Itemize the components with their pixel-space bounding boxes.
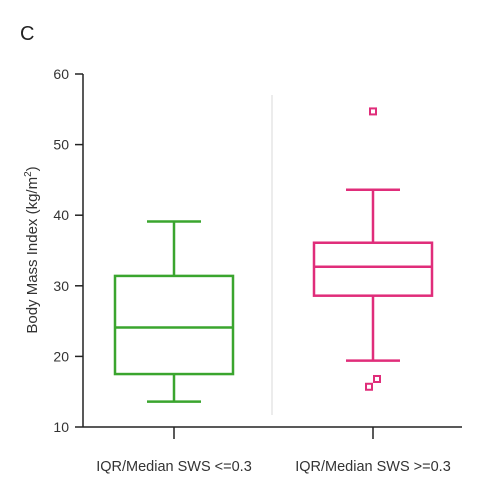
box-group-2 — [312, 107, 434, 391]
iqr-box — [113, 274, 235, 376]
y-tick-label: 10 — [53, 419, 69, 435]
outlier-point — [369, 107, 377, 116]
y-tick-label: 30 — [53, 278, 69, 294]
x-axis-ticks: IQR/Median SWS <=0.3 IQR/Median SWS >=0.3 — [96, 427, 451, 475]
x-category-label: IQR/Median SWS >=0.3 — [295, 459, 451, 475]
y-axis-title: Body Mass Index (kg/m2) — [23, 166, 41, 333]
panel-label: C — [20, 23, 34, 45]
boxes — [113, 107, 434, 403]
y-tick-label: 60 — [53, 66, 69, 82]
outlier-point — [365, 382, 373, 391]
y-axis-title-text: Body Mass Index (kg/m — [24, 177, 41, 334]
y-tick-label: 50 — [53, 137, 69, 153]
x-category-label: IQR/Median SWS <=0.3 — [96, 459, 252, 475]
y-tick-label: 40 — [53, 207, 69, 223]
y-tick-label: 20 — [53, 348, 69, 364]
y-axis-title-close: ) — [24, 166, 41, 171]
iqr-box — [312, 241, 434, 297]
box-group-1 — [113, 220, 235, 403]
outlier-point — [373, 374, 381, 383]
y-axis: 10 20 30 40 50 60 — [53, 66, 84, 435]
y-axis-title-superscript: 2 — [23, 171, 34, 177]
